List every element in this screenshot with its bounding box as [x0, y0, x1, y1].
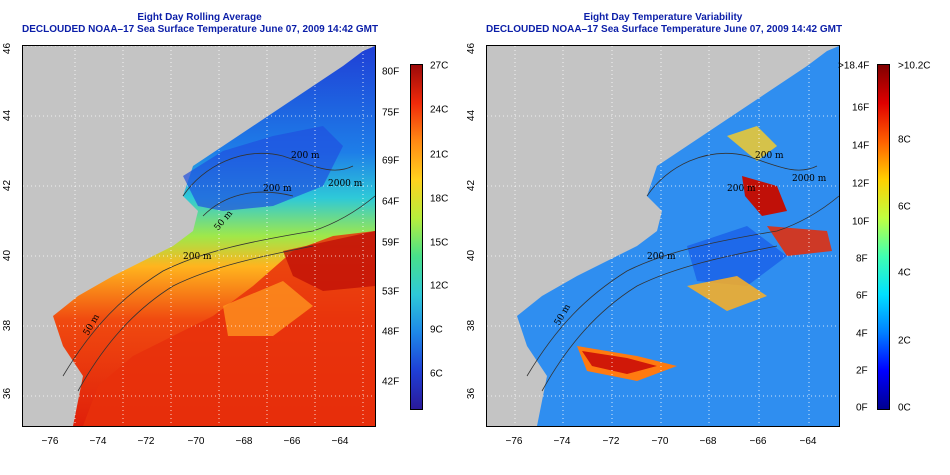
right-colorbar-f-label: >18.4F — [838, 60, 870, 72]
right-colorbar-c-label: >10.2C — [898, 60, 931, 72]
right-x-tick: −68 — [699, 436, 717, 447]
left-colorbar-f-label: 80F — [382, 66, 400, 78]
left-colorbar-f-label: 69F — [382, 155, 400, 167]
right-x-tick: −72 — [602, 436, 620, 447]
left-colorbar-f-label: 48F — [382, 326, 400, 338]
right-colorbar-c-label: 8C — [898, 134, 911, 146]
right-y-tick: 36 — [466, 387, 478, 400]
left-colorbar-f-label: 42F — [382, 376, 400, 388]
right-y-tick: 46 — [466, 42, 478, 55]
left-colorbar-c-label: 27C — [430, 60, 449, 72]
right-colorbar-f-label: 8F — [856, 253, 868, 265]
right-x-tick: −70 — [651, 436, 669, 447]
right-variability-map[interactable]: 200 m 200 m 2000 m 200 m 50 m — [486, 45, 840, 427]
right-colorbar-f-label: 2F — [856, 365, 868, 377]
left-x-tick: −76 — [41, 436, 59, 447]
right-y-tick: 44 — [466, 109, 478, 122]
right-colorbar-c-label: 2C — [898, 335, 911, 347]
left-y-tick: 36 — [2, 387, 14, 400]
left-colorbar — [410, 64, 423, 410]
left-y-tick: 40 — [2, 249, 14, 262]
left-colorbar-c-label: 21C — [430, 149, 449, 161]
left-title-line1: Eight Day Rolling Average — [137, 12, 262, 23]
left-colorbar-f-label: 59F — [382, 237, 400, 249]
right-x-tick: −66 — [749, 436, 767, 447]
right-contour-label: 200 m — [647, 252, 676, 262]
right-colorbar-c-label: 6C — [898, 201, 911, 213]
left-colorbar-c-label: 24C — [430, 104, 449, 116]
right-y-tick: 42 — [466, 179, 478, 192]
right-colorbar — [877, 64, 890, 410]
right-x-tick: −76 — [505, 436, 523, 447]
right-x-tick: −64 — [799, 436, 817, 447]
left-colorbar-c-label: 15C — [430, 237, 449, 249]
left-contour-label: 200 m — [263, 184, 292, 194]
right-colorbar-f-label: 14F — [852, 140, 870, 152]
right-contour-label: 200 m — [727, 184, 756, 194]
left-colorbar-f-label: 53F — [382, 286, 400, 298]
left-colorbar-f-label: 64F — [382, 196, 400, 208]
left-x-tick: −74 — [89, 436, 107, 447]
right-title-line1: Eight Day Temperature Variability — [583, 12, 743, 23]
left-y-tick: 42 — [2, 179, 14, 192]
right-colorbar-f-label: 16F — [852, 102, 870, 114]
right-colorbar-c-label: 0C — [898, 402, 911, 414]
left-title-line2: DECLOUDED NOAA–17 Sea Surface Temperatur… — [22, 24, 379, 35]
right-colorbar-f-label: 0F — [856, 402, 868, 414]
left-colorbar-c-label: 18C — [430, 193, 449, 205]
right-colorbar-f-label: 10F — [852, 216, 870, 228]
right-x-tick: −74 — [553, 436, 571, 447]
right-title-line2: DECLOUDED NOAA–17 Sea Surface Temperatur… — [486, 24, 843, 35]
left-y-tick: 44 — [2, 109, 14, 122]
right-contour-label: 2000 m — [792, 174, 827, 184]
left-y-tick: 38 — [2, 319, 14, 332]
left-x-tick: −66 — [283, 436, 301, 447]
left-contour-label: 200 m — [183, 252, 212, 262]
left-contour-label: 2000 m — [328, 179, 363, 189]
left-x-tick: −68 — [235, 436, 253, 447]
left-colorbar-c-label: 6C — [430, 368, 443, 380]
right-y-tick: 38 — [466, 319, 478, 332]
right-colorbar-f-label: 12F — [852, 178, 870, 190]
right-colorbar-f-label: 6F — [856, 290, 868, 302]
right-colorbar-c-label: 4C — [898, 267, 911, 279]
left-colorbar-f-label: 75F — [382, 107, 400, 119]
right-contour-label: 200 m — [755, 151, 784, 161]
left-contour-label: 200 m — [291, 151, 320, 161]
left-colorbar-c-label: 9C — [430, 324, 443, 336]
left-colorbar-c-label: 12C — [430, 280, 449, 292]
left-x-tick: −72 — [137, 436, 155, 447]
left-x-tick: −64 — [331, 436, 349, 447]
right-y-tick: 40 — [466, 249, 478, 262]
left-sst-map[interactable]: 200 m 200 m 2000 m 200 m 50 m 50 m — [22, 45, 376, 427]
left-y-tick: 46 — [2, 42, 14, 55]
left-x-tick: −70 — [187, 436, 205, 447]
right-colorbar-f-label: 4F — [856, 328, 868, 340]
